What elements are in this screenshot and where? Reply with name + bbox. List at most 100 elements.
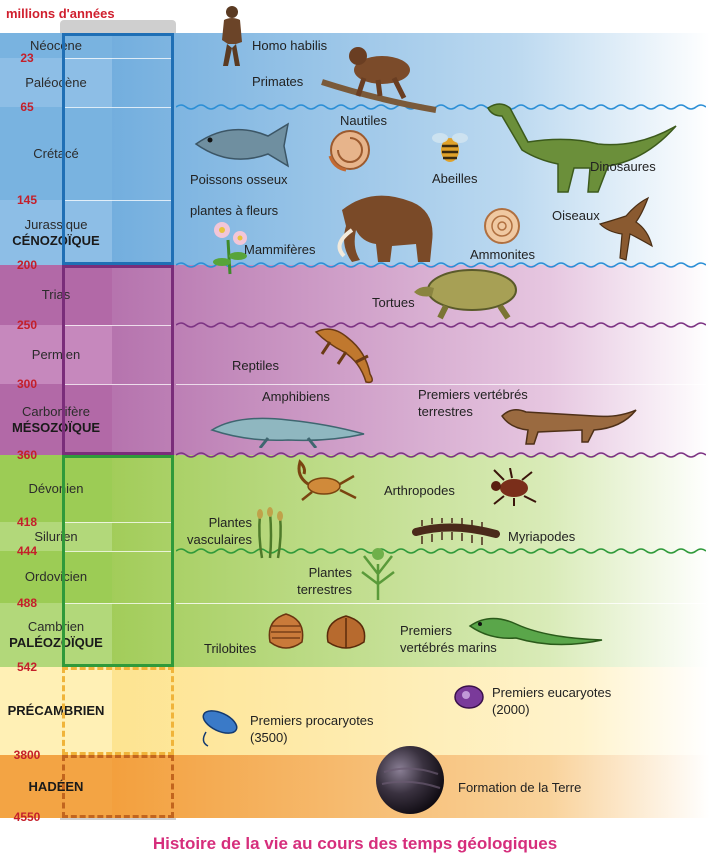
prokaryote-icon — [202, 710, 238, 747]
precambrian-band — [62, 667, 710, 755]
label-line: (3500) — [250, 730, 288, 745]
tick-label: 200 — [16, 258, 38, 272]
label-premiers-vertebres-marins: Premiers vertébrés marins — [400, 622, 497, 656]
period-hadeen: HADÉEN — [0, 755, 112, 818]
scorpion-icon — [297, 459, 357, 501]
label-myriapodes: Myriapodes — [508, 529, 576, 544]
tick-label: 300 — [16, 377, 38, 391]
tick-label: 488 — [16, 596, 38, 610]
label-line: (2000) — [492, 702, 530, 717]
era-label-cenozoic: CÉNOZOÏQUE — [12, 232, 100, 248]
vascular-plant-icon — [257, 507, 283, 559]
period-divider — [62, 325, 174, 326]
label-arthropodes: Arthropodes — [384, 483, 455, 498]
first-land-vertebrate-icon — [501, 409, 637, 445]
label-nautiles: Nautiles — [340, 113, 387, 128]
period-divider — [62, 58, 174, 59]
period-jurassique: Jurassique CÉNOZOÏQUE — [0, 200, 112, 265]
amphibian-icon — [210, 417, 365, 448]
trilobite-icon-2 — [326, 615, 366, 649]
tick-label: 360 — [16, 448, 38, 462]
period-divider — [62, 200, 174, 201]
nautilus-icon — [328, 130, 370, 172]
ammonite-icon — [484, 208, 520, 244]
label-line: Premiers eucaryotes — [492, 685, 612, 700]
period-label: Silurien — [34, 528, 78, 544]
label-plantes-terrestres: Plantes terrestres — [290, 564, 352, 598]
period-divider — [62, 522, 174, 523]
label-premiers-eucaryotes: Premiers eucaryotes (2000) — [492, 684, 611, 718]
period-divider — [62, 384, 174, 385]
period-paleocene: Paléocène — [0, 58, 112, 107]
label-tortues: Tortues — [372, 295, 415, 310]
label-trilobites: Trilobites — [204, 641, 257, 656]
label-reptiles: Reptiles — [232, 358, 279, 373]
label-premiers-procaryotes: Premiers procaryotes (3500) — [250, 712, 374, 746]
first-marine-vertebrate-icon — [468, 617, 603, 646]
tick-label: 4550 — [13, 810, 41, 824]
period-permien: Permien — [0, 325, 112, 384]
period-label: Trias — [41, 287, 71, 302]
land-plant-icon — [361, 548, 395, 600]
label-homo-habilis: Homo habilis — [252, 38, 328, 53]
label-line: vasculaires — [186, 532, 252, 547]
arthropod-icon — [491, 468, 537, 506]
tick-label: 250 — [16, 318, 38, 332]
label-plantes-a-fleurs: plantes à fleurs — [190, 203, 279, 218]
label-line: vertébrés marins — [400, 640, 497, 655]
label-line: terrestres — [297, 582, 352, 597]
extinction-line-green — [176, 548, 706, 554]
tick-label: 542 — [16, 660, 38, 674]
label-line: Premiers procaryotes — [250, 713, 374, 728]
myriapod-icon — [412, 518, 500, 545]
label-oiseaux: Oiseaux — [552, 208, 600, 223]
label-mammiferes: Mammifères — [244, 242, 316, 257]
label-abeilles: Abeilles — [432, 171, 478, 186]
era-label-mesozoic: MÉSOZOÏQUE — [11, 419, 101, 435]
mammoth-icon — [337, 195, 433, 262]
label-line: Premiers vertébrés — [418, 387, 528, 402]
period-divider — [62, 551, 174, 552]
homo-habilis-icon — [222, 6, 242, 66]
label-amphibiens: Amphibiens — [262, 389, 330, 404]
extinction-line-blue — [176, 262, 706, 268]
bony-fish-icon — [194, 122, 290, 168]
label-premiers-vertebres-terrestres: Premiers vertébrés terrestres — [418, 386, 528, 420]
tick-label: 418 — [16, 515, 38, 529]
turtle-icon — [414, 269, 517, 320]
tick-label: 65 — [20, 100, 34, 114]
trilobite-icon — [268, 613, 304, 649]
period-label: Jurassique — [24, 216, 88, 232]
early-earth-icon — [376, 746, 444, 814]
tick-label: 145 — [16, 193, 38, 207]
period-label: Carbonifère — [22, 403, 90, 419]
period-silurien: Silurien — [0, 522, 112, 551]
era-label-precambrian: PRÉCAMBRIEN — [7, 703, 105, 718]
tick-label: 23 — [20, 51, 34, 65]
period-carbonifere: Carbonifère MÉSOZOÏQUE — [0, 384, 112, 455]
label-poissons-osseux: Poissons osseux — [190, 172, 288, 187]
primate-icon — [321, 47, 437, 113]
tick-label: 3800 — [13, 748, 41, 762]
bird-icon — [598, 196, 653, 261]
era-label-paleozoic: PALÉOZOÏQUE — [9, 635, 103, 650]
paleozoic-band — [62, 455, 710, 667]
label-line: Plantes — [208, 515, 252, 530]
label-dinosaures: Dinosaures — [590, 159, 656, 174]
label-line: terrestres — [418, 404, 473, 419]
period-label: Néocène — [29, 37, 83, 53]
extinction-line-purple — [176, 452, 706, 458]
label-ammonites: Ammonites — [470, 247, 536, 262]
period-divider — [62, 603, 174, 604]
label-formation-terre: Formation de la Terre — [458, 780, 582, 795]
label-line: Premiers — [400, 623, 453, 638]
period-devonien: Dévonien — [0, 455, 112, 522]
extinction-line-blue — [176, 104, 706, 110]
period-cambrien: Cambrien PALÉOZOÏQUE — [0, 603, 112, 667]
bee-icon — [432, 133, 468, 162]
period-label: Dévonien — [28, 480, 84, 496]
period-trias: Trias — [0, 265, 112, 325]
dinosaur-icon — [487, 103, 677, 193]
label-line: Plantes — [308, 565, 352, 580]
era-label-hadean: HADÉEN — [28, 778, 84, 794]
